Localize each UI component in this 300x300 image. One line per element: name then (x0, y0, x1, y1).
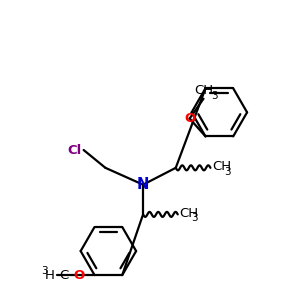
Text: CH: CH (212, 160, 232, 173)
Text: 3: 3 (41, 266, 48, 276)
Text: 3: 3 (224, 167, 231, 177)
Text: CH: CH (180, 207, 199, 220)
Text: 3: 3 (212, 91, 218, 101)
Text: O: O (73, 268, 84, 282)
Text: H: H (45, 268, 55, 282)
Text: CH: CH (194, 84, 213, 97)
Text: Cl: Cl (68, 143, 82, 157)
Text: N: N (137, 177, 149, 192)
Text: O: O (184, 112, 195, 125)
Text: C: C (59, 268, 68, 282)
Text: 3: 3 (192, 213, 198, 224)
